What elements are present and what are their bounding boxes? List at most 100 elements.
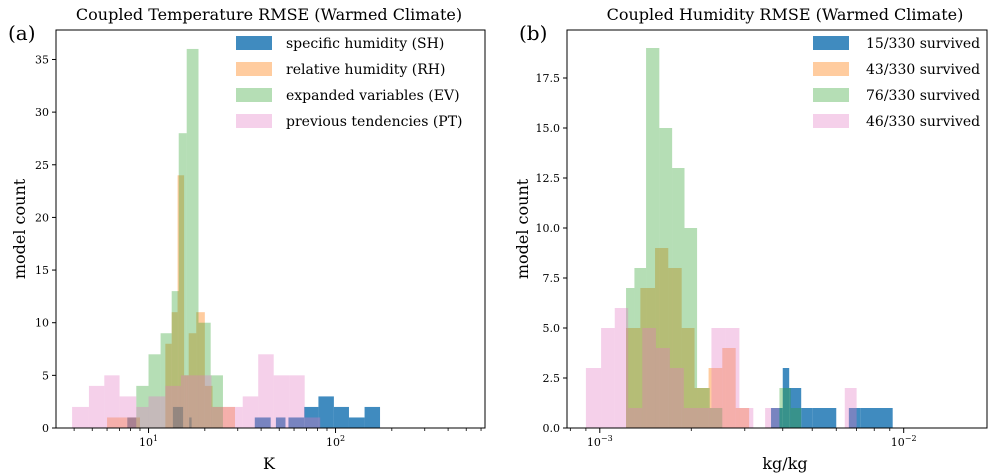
histogram-bar (242, 396, 259, 428)
legend-label: 43/330 survived (866, 62, 980, 78)
histogram-bar (672, 168, 685, 428)
histogram-bar (801, 408, 813, 428)
histogram-bar (364, 406, 381, 428)
y-tick-label: 25 (35, 159, 49, 172)
histogram-bar (725, 328, 740, 428)
legend-label: 76/330 survived (866, 88, 980, 104)
histogram-bar (668, 268, 682, 428)
y-axis-label: model count (10, 178, 29, 279)
histogram-bar (273, 375, 290, 428)
histogram-bar (148, 396, 166, 428)
histogram-bar (333, 406, 349, 428)
histogram-bar (860, 408, 893, 428)
legend-swatch (236, 88, 272, 102)
histogram-bar (722, 348, 736, 428)
y-axis-label: model count (513, 178, 532, 279)
histogram-bar (119, 396, 137, 428)
y-tick-label: 12.5 (536, 172, 561, 185)
plot-frame (55, 29, 486, 429)
y-tick-label: 15.0 (536, 122, 561, 135)
series-0-bars (771, 368, 893, 428)
panel-label: (b) (519, 21, 547, 45)
histogram-bar (655, 248, 669, 428)
histogram-bar (318, 396, 334, 428)
legend-label: previous tendencies (PT) (286, 114, 463, 130)
x-tick-label: 10−3 (587, 434, 613, 449)
histogram-bar (198, 322, 211, 428)
histogram-bar (642, 328, 656, 428)
legend-swatch (813, 114, 849, 128)
histogram-bar (585, 368, 602, 428)
histogram-bar (165, 385, 181, 428)
histogram-bar (684, 228, 698, 428)
legend-swatch (236, 62, 272, 76)
legend-label: 46/330 survived (866, 114, 980, 130)
histogram-bar (697, 408, 712, 428)
histogram-bar (640, 288, 656, 428)
histogram-bar (210, 375, 223, 428)
histogram-bar (88, 385, 105, 428)
histogram-bar (177, 175, 185, 428)
histogram-bar (148, 354, 161, 428)
histogram-bar (196, 312, 205, 428)
histogram-bar (171, 291, 179, 428)
y-tick-label: 15 (35, 264, 49, 277)
y-tick-label: 7.5 (543, 272, 561, 285)
chart-panel-a: (a) Coupled Temperature RMSE (Warmed Cli… (8, 5, 486, 473)
histogram-bar (180, 375, 197, 428)
histogram-bar (227, 406, 243, 428)
histogram-bar (646, 48, 660, 428)
histogram-bar (628, 408, 643, 428)
y-tick-label: 10 (35, 317, 49, 330)
y-tick-label: 35 (35, 53, 49, 66)
y-tick-label: 20 (35, 211, 49, 224)
histogram-bar (782, 368, 790, 428)
x-axis-label: K (263, 454, 276, 473)
histogram-bar (254, 417, 271, 428)
legend-swatch (813, 88, 849, 102)
histogram-bar (779, 388, 791, 428)
y-tick-label: 10.0 (536, 222, 561, 235)
x-tick-label: 10−2 (891, 434, 917, 449)
chart-title: Coupled Humidity RMSE (Warmed Climate) (607, 5, 964, 24)
histogram-bar (107, 417, 127, 428)
x-tick-label: 102 (326, 434, 345, 449)
histogram-bar (697, 388, 710, 428)
histogram-bar (683, 408, 698, 428)
histogram-bar (844, 388, 857, 428)
histogram-bar (126, 417, 140, 428)
histogram-bar (659, 128, 673, 428)
histogram-bar (812, 408, 837, 428)
histogram-bar (626, 288, 635, 428)
histogram-bar (614, 308, 629, 428)
histogram-bar (136, 406, 149, 428)
legend-swatch (813, 62, 849, 76)
histogram-bar (304, 406, 319, 428)
histogram-bar (669, 368, 684, 428)
histogram-bar (348, 417, 365, 428)
plot-frame (566, 29, 988, 429)
panel-label: (a) (8, 21, 36, 45)
histogram-bar (289, 375, 305, 428)
histogram-bar (211, 406, 228, 428)
histogram-bar (160, 333, 172, 428)
histogram-bar (186, 48, 199, 428)
histogram-bar (739, 408, 754, 428)
histogram-bar (601, 328, 615, 428)
series-0-bars (127, 396, 381, 428)
histogram-bar (848, 408, 861, 428)
histogram-bar (288, 417, 305, 428)
histogram-bar (226, 406, 235, 428)
histogram-bar (258, 354, 274, 428)
histogram-bar (275, 417, 286, 428)
histogram-bar (136, 385, 149, 428)
histogram-bar (789, 388, 802, 428)
series-2-bars (136, 48, 223, 428)
histogram-bar (711, 328, 726, 428)
histogram-bar (771, 408, 783, 428)
legend-label: expanded variables (EV) (286, 88, 460, 104)
histogram-bar (72, 406, 89, 428)
y-tick-label: 5 (42, 369, 49, 382)
histogram-bar (765, 408, 780, 428)
histogram-bar (681, 328, 695, 428)
